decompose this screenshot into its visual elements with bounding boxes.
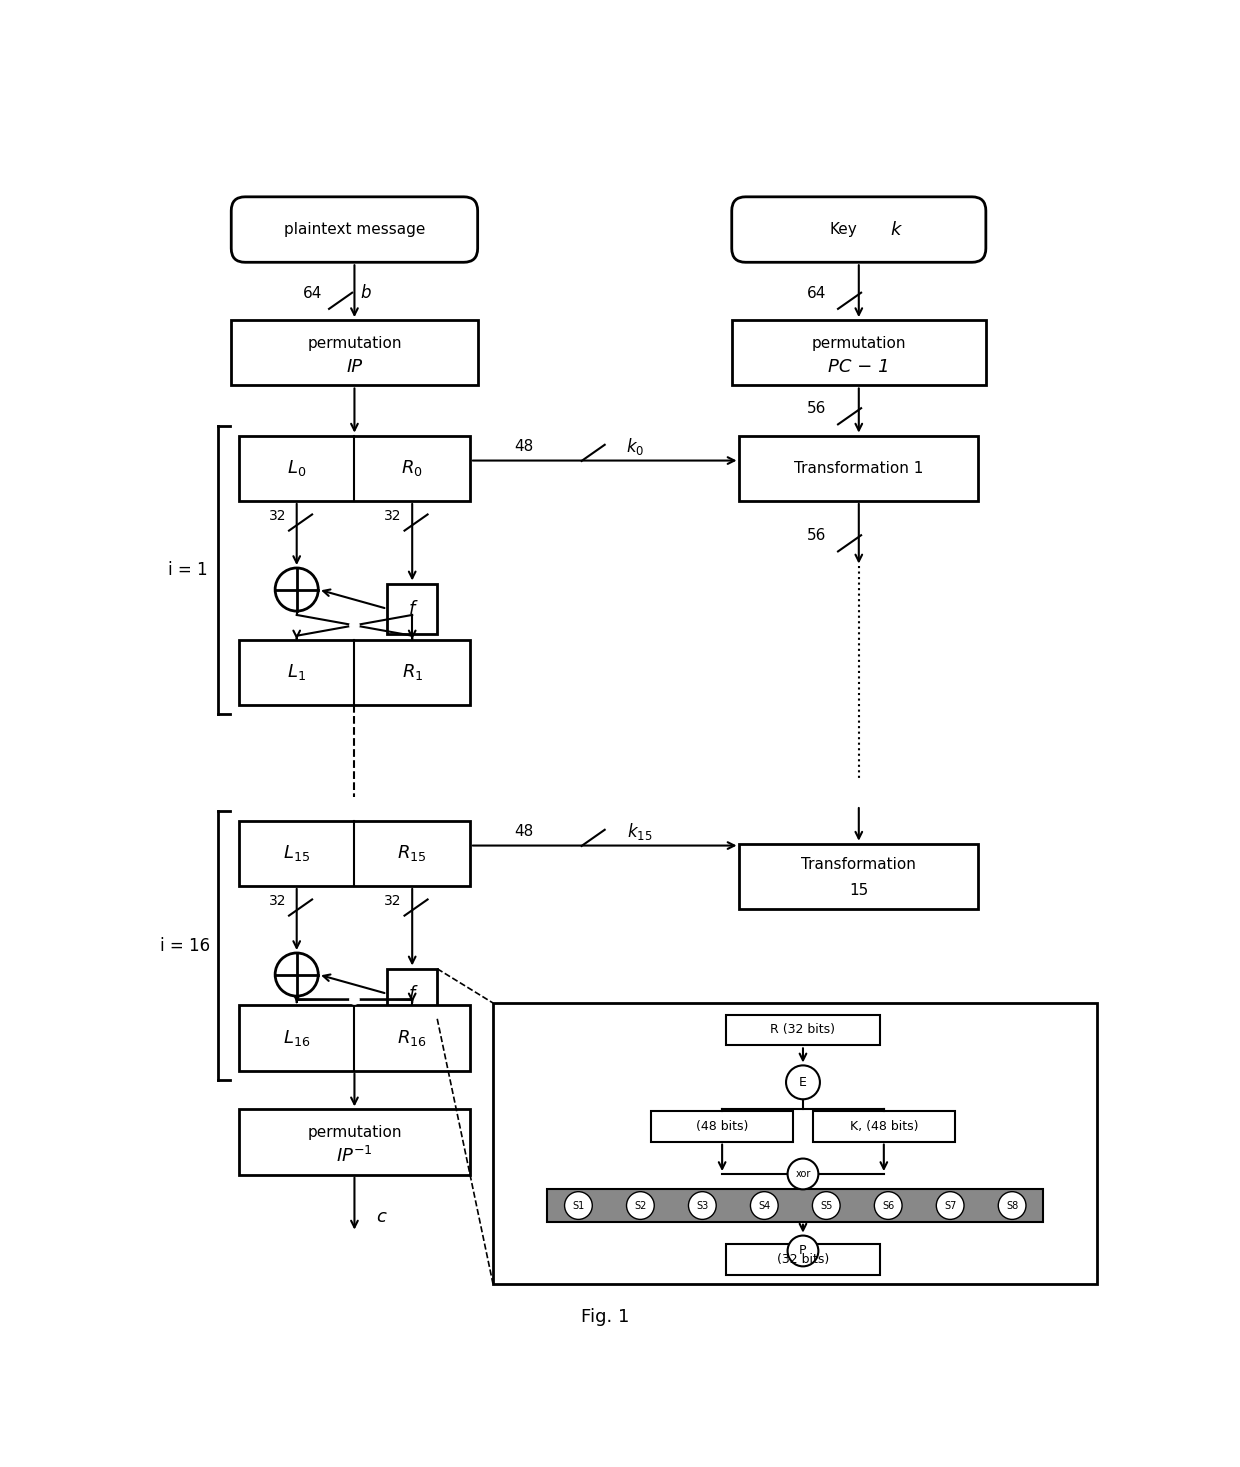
Circle shape <box>812 1191 841 1219</box>
Circle shape <box>787 1235 818 1266</box>
Text: 32: 32 <box>269 895 286 908</box>
Circle shape <box>998 1191 1025 1219</box>
Text: $k_{15}$: $k_{15}$ <box>626 822 652 842</box>
Circle shape <box>626 1191 655 1219</box>
FancyBboxPatch shape <box>494 1003 1097 1284</box>
Text: S1: S1 <box>573 1200 584 1210</box>
Text: 56: 56 <box>807 400 826 417</box>
FancyBboxPatch shape <box>651 1111 794 1141</box>
FancyBboxPatch shape <box>725 1244 880 1275</box>
Circle shape <box>787 1159 818 1190</box>
FancyBboxPatch shape <box>239 1005 470 1071</box>
FancyBboxPatch shape <box>739 844 978 910</box>
FancyBboxPatch shape <box>231 197 477 263</box>
Text: 64: 64 <box>303 286 322 301</box>
Text: Fig. 1: Fig. 1 <box>580 1309 629 1326</box>
Text: $L_{15}$: $L_{15}$ <box>283 844 310 863</box>
Text: Transformation 1: Transformation 1 <box>794 461 924 475</box>
Text: Transformation: Transformation <box>801 857 916 873</box>
Text: $IP^{-1}$: $IP^{-1}$ <box>336 1146 373 1166</box>
Text: 15: 15 <box>849 883 868 898</box>
Text: $L_{16}$: $L_{16}$ <box>283 1028 310 1047</box>
Text: S8: S8 <box>1006 1200 1018 1210</box>
FancyBboxPatch shape <box>231 320 477 386</box>
Text: P: P <box>800 1244 807 1257</box>
Text: R (32 bits): R (32 bits) <box>770 1024 836 1037</box>
Text: 32: 32 <box>384 895 402 908</box>
Text: $R_{15}$: $R_{15}$ <box>398 844 427 863</box>
Text: $k_0$: $k_0$ <box>626 436 645 458</box>
Text: $R_1$: $R_1$ <box>402 662 423 682</box>
Text: $R_{16}$: $R_{16}$ <box>397 1028 427 1047</box>
Text: S2: S2 <box>634 1200 646 1210</box>
Text: S3: S3 <box>696 1200 708 1210</box>
Text: S7: S7 <box>944 1200 956 1210</box>
Text: IP: IP <box>346 358 362 376</box>
Circle shape <box>688 1191 717 1219</box>
FancyBboxPatch shape <box>812 1111 955 1141</box>
FancyBboxPatch shape <box>239 1109 470 1175</box>
Circle shape <box>350 995 360 1005</box>
Circle shape <box>936 1191 963 1219</box>
FancyBboxPatch shape <box>239 436 470 500</box>
Circle shape <box>786 1065 820 1099</box>
Text: S5: S5 <box>820 1200 832 1210</box>
Text: $L_1$: $L_1$ <box>288 662 306 682</box>
Text: $L_0$: $L_0$ <box>288 458 306 478</box>
Text: plaintext message: plaintext message <box>284 222 425 238</box>
FancyBboxPatch shape <box>387 584 438 634</box>
Text: b: b <box>361 285 371 302</box>
Circle shape <box>275 568 319 612</box>
Text: K, (48 bits): K, (48 bits) <box>849 1119 918 1133</box>
Text: k: k <box>890 220 901 239</box>
Circle shape <box>275 954 319 996</box>
Text: f: f <box>409 600 415 618</box>
Circle shape <box>874 1191 901 1219</box>
Text: S6: S6 <box>882 1200 894 1210</box>
Text: i = 16: i = 16 <box>160 936 210 955</box>
Text: (48 bits): (48 bits) <box>696 1119 748 1133</box>
Text: permutation: permutation <box>811 336 906 351</box>
Circle shape <box>750 1191 779 1219</box>
Text: 32: 32 <box>384 509 402 524</box>
Text: Key: Key <box>830 222 857 238</box>
Text: 64: 64 <box>807 286 826 301</box>
Text: permutation: permutation <box>308 1125 402 1140</box>
FancyBboxPatch shape <box>739 436 978 500</box>
Circle shape <box>564 1191 593 1219</box>
Text: PC − 1: PC − 1 <box>828 358 889 376</box>
Text: xor: xor <box>795 1169 811 1179</box>
Circle shape <box>350 621 360 629</box>
Text: permutation: permutation <box>308 336 402 351</box>
FancyBboxPatch shape <box>239 820 470 886</box>
Text: $R_0$: $R_0$ <box>402 458 423 478</box>
Text: E: E <box>799 1075 807 1089</box>
Text: 32: 32 <box>269 509 286 524</box>
Text: 48: 48 <box>515 439 533 455</box>
Text: f: f <box>409 984 415 1003</box>
Text: (32 bits): (32 bits) <box>776 1253 830 1266</box>
FancyBboxPatch shape <box>387 968 438 1018</box>
FancyBboxPatch shape <box>732 197 986 263</box>
FancyBboxPatch shape <box>239 640 470 706</box>
FancyBboxPatch shape <box>732 320 986 386</box>
Text: i = 1: i = 1 <box>167 562 207 579</box>
FancyBboxPatch shape <box>725 1015 880 1046</box>
Text: 56: 56 <box>807 528 826 543</box>
FancyBboxPatch shape <box>547 1190 1043 1222</box>
Text: S4: S4 <box>758 1200 770 1210</box>
Text: c: c <box>377 1209 387 1226</box>
Text: 48: 48 <box>515 824 533 839</box>
